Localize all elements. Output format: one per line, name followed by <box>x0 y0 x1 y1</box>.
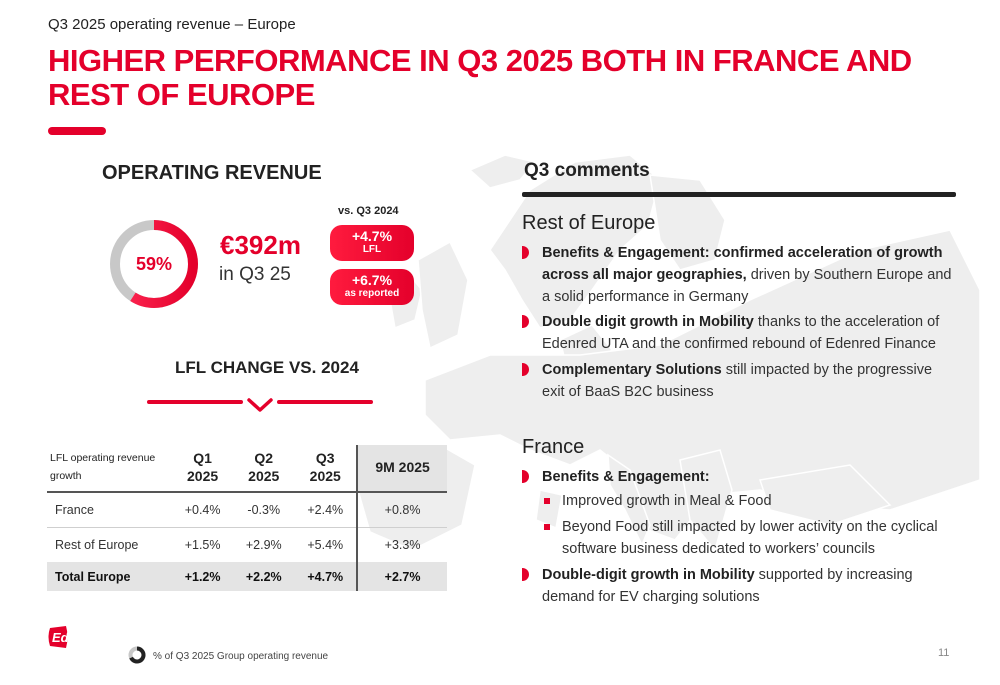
square-bullet-icon <box>544 524 550 530</box>
list-item: Double digit growth in Mobility thanks t… <box>522 311 952 355</box>
france-heading: France <box>522 436 585 458</box>
list-item: Double-digit growth in Mobility supporte… <box>522 564 952 608</box>
sub-list-item: Beyond Food still impacted by lower acti… <box>542 516 952 560</box>
revenue-period: in Q3 25 <box>219 264 291 285</box>
list-item: Benefits & Engagement: confirmed acceler… <box>522 242 952 308</box>
list-item: Benefits & Engagement: <box>522 466 952 488</box>
revenue-share-donut: 59% <box>110 220 198 308</box>
lfl-growth-value: +4.7% <box>351 228 393 244</box>
page-subtitle: Q3 2025 operating revenue – Europe <box>48 16 296 33</box>
table-row: Rest of Europe +1.5% +2.9% +5.4% +3.3% <box>47 527 447 562</box>
vs-label: vs. Q3 2024 <box>338 205 399 217</box>
list-item: Complementary Solutions still impacted b… <box>522 359 952 403</box>
bullet-marker-icon <box>522 568 529 581</box>
table-label-header: LFL operating revenue growth <box>47 445 172 493</box>
table-row: France +0.4% -0.3% +2.4% +0.8% <box>47 492 447 528</box>
reported-growth-label: as reported <box>344 288 400 299</box>
page-title: HIGHER PERFORMANCE IN Q3 2025 BOTH IN FR… <box>48 43 912 112</box>
lfl-growth-label: LFL <box>362 244 382 255</box>
lfl-growth-pill: +4.7% LFL <box>330 225 414 261</box>
bullet-marker-icon <box>522 470 529 483</box>
title-accent-bar <box>48 127 106 135</box>
chevron-down-icon <box>147 398 373 412</box>
col-header-q3: Q3 2025 <box>294 445 358 493</box>
reported-growth-pill: +6.7% as reported <box>330 269 414 305</box>
q3-comments-divider <box>522 192 956 197</box>
col-header-9m: 9M 2025 <box>356 445 447 493</box>
bullet-marker-icon <box>522 363 529 376</box>
lfl-growth-table: LFL operating revenue growth Q1 2025 Q2 20… <box>47 445 447 591</box>
operating-revenue-heading: OPERATING REVENUE <box>102 162 322 184</box>
col-header-q1: Q1 2025 <box>172 445 234 493</box>
lfl-change-heading: LFL CHANGE VS. 2024 <box>175 358 359 377</box>
edenred-logo: Edenred <box>48 626 105 648</box>
rest-of-europe-heading: Rest of Europe <box>522 212 656 234</box>
donut-share-label: 59% <box>136 254 172 274</box>
bullet-marker-icon <box>522 246 529 259</box>
footnote: % of Q3 2025 Group operating revenue <box>153 651 329 662</box>
bullet-marker-icon <box>522 315 529 328</box>
reported-growth-value: +6.7% <box>351 272 393 288</box>
table-row-total: Total Europe +1.2% +2.2% +4.7% +2.7% <box>47 562 447 591</box>
donut-share-arc <box>110 220 198 308</box>
page-number: 11 <box>938 647 950 659</box>
q3-comments-heading: Q3 comments <box>524 160 650 181</box>
donut-legend-icon <box>128 646 146 664</box>
col-header-q2: Q2 2025 <box>233 445 295 493</box>
svg-text:Edenred: Edenred <box>52 630 105 645</box>
europe-map-background <box>357 154 980 552</box>
revenue-amount: €392m <box>220 230 301 260</box>
square-bullet-icon <box>544 498 550 504</box>
sub-list-item: Improved growth in Meal & Food <box>542 490 952 512</box>
